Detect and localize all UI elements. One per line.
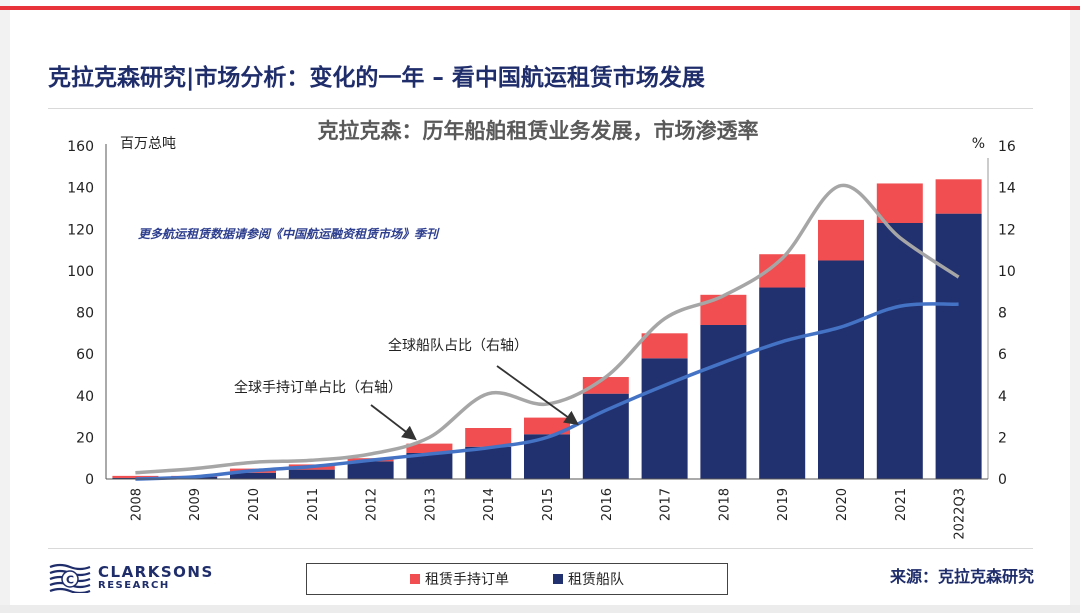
bar-orderbook bbox=[465, 428, 512, 447]
x-tick-label: 2014 bbox=[482, 488, 497, 521]
line-orderbook-share bbox=[135, 183, 960, 475]
y-tick-label: 140 bbox=[67, 181, 94, 197]
clarksons-logo: C CLARKSONS RESEARCH bbox=[48, 563, 214, 593]
logo-subtext: RESEARCH bbox=[98, 580, 170, 591]
source-note: 来源：克拉克森研究 bbox=[889, 567, 1034, 586]
page-title: 克拉克森研究|市场分析：变化的一年 – 看中国航运租赁市场发展 bbox=[48, 65, 705, 91]
y-tick-label: 20 bbox=[76, 430, 94, 446]
x-tick-label: 2012 bbox=[365, 488, 380, 521]
bar-orderbook bbox=[641, 333, 688, 359]
chart-note: 更多航运租赁数据请参阅《中国航运融资租赁市场》季刊 bbox=[138, 227, 440, 241]
annotation-arrow bbox=[496, 365, 579, 426]
bar-orderbook bbox=[112, 475, 159, 478]
y2-tick-label: 4 bbox=[998, 389, 1007, 405]
bar-orderbook bbox=[582, 377, 629, 394]
x-tick-label: 2021 bbox=[894, 488, 909, 521]
x-tick-label: 2009 bbox=[188, 488, 203, 521]
divider bbox=[48, 548, 1033, 549]
bar-orderbook bbox=[524, 417, 570, 435]
y-tick-label: 80 bbox=[76, 306, 94, 322]
y2-tick-label: 6 bbox=[998, 347, 1007, 363]
x-tick-label: 2019 bbox=[776, 488, 791, 521]
y-tick-label: 100 bbox=[67, 264, 94, 280]
y2-tick-label: 14 bbox=[998, 181, 1016, 197]
x-tick-label: 2011 bbox=[306, 488, 321, 521]
bar-fleet bbox=[818, 260, 864, 479]
x-tick-label: 2015 bbox=[541, 488, 556, 521]
legend-label: 租赁船队 bbox=[568, 572, 624, 588]
y-axis-label: 百万总吨 bbox=[120, 136, 176, 152]
chart-legend: 租赁手持订单 租赁船队 bbox=[306, 563, 728, 595]
bar-orderbook bbox=[935, 179, 982, 214]
legend-item-orderbook: 租赁手持订单 bbox=[410, 569, 509, 589]
x-tick-label: 2013 bbox=[423, 488, 438, 521]
y-tick-label: 40 bbox=[76, 389, 94, 405]
bar-orderbook bbox=[876, 183, 923, 224]
annotation-arrow bbox=[370, 404, 417, 441]
bar-orderbook bbox=[406, 443, 453, 453]
slide-frame-left bbox=[0, 0, 10, 613]
x-tick-label: 2017 bbox=[659, 488, 674, 521]
svg-text:C: C bbox=[66, 574, 74, 587]
line-fleet-share bbox=[135, 302, 959, 481]
accent-bar bbox=[0, 6, 1080, 10]
x-tick-label: 2020 bbox=[835, 488, 850, 521]
bar-fleet bbox=[288, 469, 335, 479]
waves-logo-icon: C bbox=[49, 563, 91, 593]
annotation-fleet-share: 全球船队占比（右轴） bbox=[388, 337, 528, 354]
bar-orderbook bbox=[700, 294, 747, 325]
y-tick-label: 0 bbox=[85, 472, 94, 488]
y2-tick-label: 0 bbox=[998, 472, 1007, 488]
legend-label: 租赁手持订单 bbox=[425, 572, 509, 588]
legend-swatch bbox=[410, 574, 420, 584]
chart-title: 克拉克森：历年船舶租赁业务发展，市场渗透率 bbox=[318, 119, 759, 143]
bar-fleet bbox=[876, 223, 923, 479]
bar-fleet bbox=[641, 358, 688, 479]
x-tick-label: 2022Q3 bbox=[953, 488, 968, 540]
y2-tick-label: 16 bbox=[998, 139, 1016, 155]
x-tick-label: 2008 bbox=[129, 488, 144, 521]
legend-item-fleet: 租赁船队 bbox=[553, 569, 624, 589]
slide-frame-right bbox=[1070, 0, 1080, 613]
bar-fleet bbox=[230, 472, 276, 479]
bar-fleet bbox=[582, 393, 629, 479]
bar-fleet bbox=[759, 287, 806, 479]
divider bbox=[48, 108, 1033, 109]
y-tick-label: 60 bbox=[76, 347, 94, 363]
bar-fleet bbox=[347, 461, 394, 479]
x-tick-label: 2016 bbox=[600, 488, 615, 521]
annotation-orderbook-share: 全球手持订单占比（右轴） bbox=[234, 379, 402, 396]
y-tick-label: 160 bbox=[67, 139, 94, 155]
y2-tick-label: 2 bbox=[998, 430, 1007, 446]
legend-swatch bbox=[553, 574, 563, 584]
y2-tick-label: 8 bbox=[998, 306, 1007, 322]
bar-fleet bbox=[700, 324, 747, 479]
bar-orderbook bbox=[818, 219, 864, 261]
y2-tick-label: 10 bbox=[998, 264, 1016, 280]
slide-frame-bottom bbox=[0, 605, 1080, 613]
y-tick-label: 120 bbox=[67, 222, 94, 238]
logo-text: CLARKSONS bbox=[98, 563, 214, 581]
bar-fleet bbox=[465, 446, 512, 479]
bar-fleet bbox=[935, 213, 982, 479]
x-tick-label: 2010 bbox=[247, 488, 262, 521]
y2-tick-label: 12 bbox=[998, 222, 1016, 238]
y2-axis-label: % bbox=[972, 136, 985, 152]
x-tick-label: 2018 bbox=[717, 488, 732, 521]
